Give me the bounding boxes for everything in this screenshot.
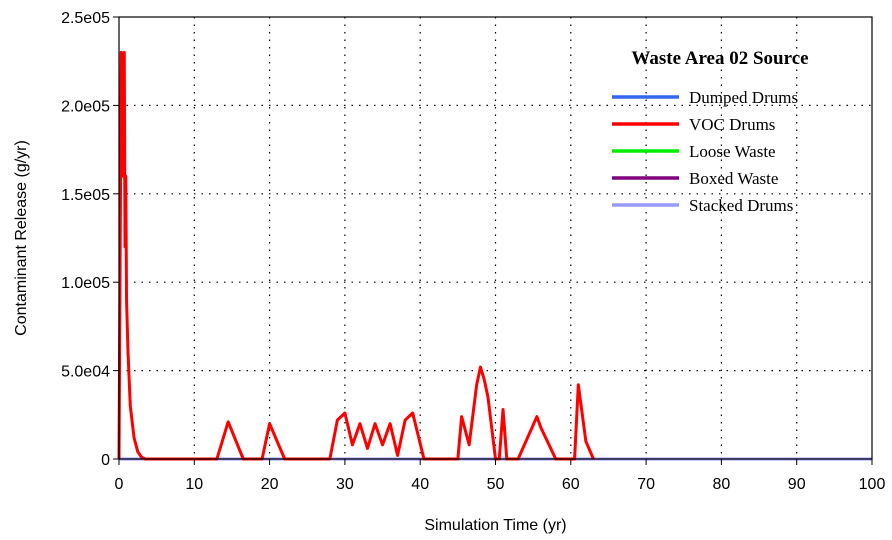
- y-tick-label: 2.0e05: [61, 98, 110, 115]
- x-tick-label: 80: [713, 476, 731, 493]
- x-tick-label: 100: [859, 476, 886, 493]
- x-axis-title: Simulation Time (yr): [424, 517, 566, 534]
- series-layer: [117, 50, 872, 461]
- ticks-layer: 0 10 20 30 40 50 60 70 80 90 100 0 5.0e04 1.0e05 1.5e0…: [61, 10, 885, 493]
- legend-title: Waste Area 02 Source: [631, 48, 808, 69]
- series-line-voc-drums: [117, 50, 595, 461]
- x-tick-label: 60: [562, 476, 580, 493]
- y-tick-label: 0: [101, 452, 110, 469]
- x-tick-label: 0: [115, 476, 124, 493]
- x-tick-label: 10: [185, 476, 203, 493]
- x-tick-label: 30: [336, 476, 354, 493]
- y-tick-label: 1.5e05: [61, 187, 110, 204]
- x-tick-label: 40: [411, 476, 429, 493]
- x-tick-label: 20: [261, 476, 279, 493]
- y-axis-title: Contaminant Release (g/yr): [13, 140, 30, 336]
- legend-label-stacked-drums: Stacked Drums: [689, 196, 793, 215]
- legend: Waste Area 02 Source Dumped Drums VOC Dru…: [612, 48, 809, 215]
- legend-label-dumped-drums: Dumped Drums: [689, 88, 798, 107]
- legend-label-voc-drums: VOC Drums: [689, 115, 775, 134]
- y-tick-label: 5.0e04: [61, 364, 110, 381]
- x-tick-label: 50: [487, 476, 505, 493]
- x-tick-label: 90: [788, 476, 806, 493]
- y-tick-label: 1.0e05: [61, 275, 110, 292]
- y-tick-label: 2.5e05: [61, 10, 110, 27]
- legend-items: Dumped Drums VOC Drums Loose Waste Boxed Wa…: [612, 88, 798, 215]
- legend-label-boxed-waste: Boxed Waste: [689, 169, 778, 188]
- x-tick-label: 70: [637, 476, 655, 493]
- legend-label-loose-waste: Loose Waste: [689, 142, 776, 161]
- grid-layer: [119, 17, 872, 459]
